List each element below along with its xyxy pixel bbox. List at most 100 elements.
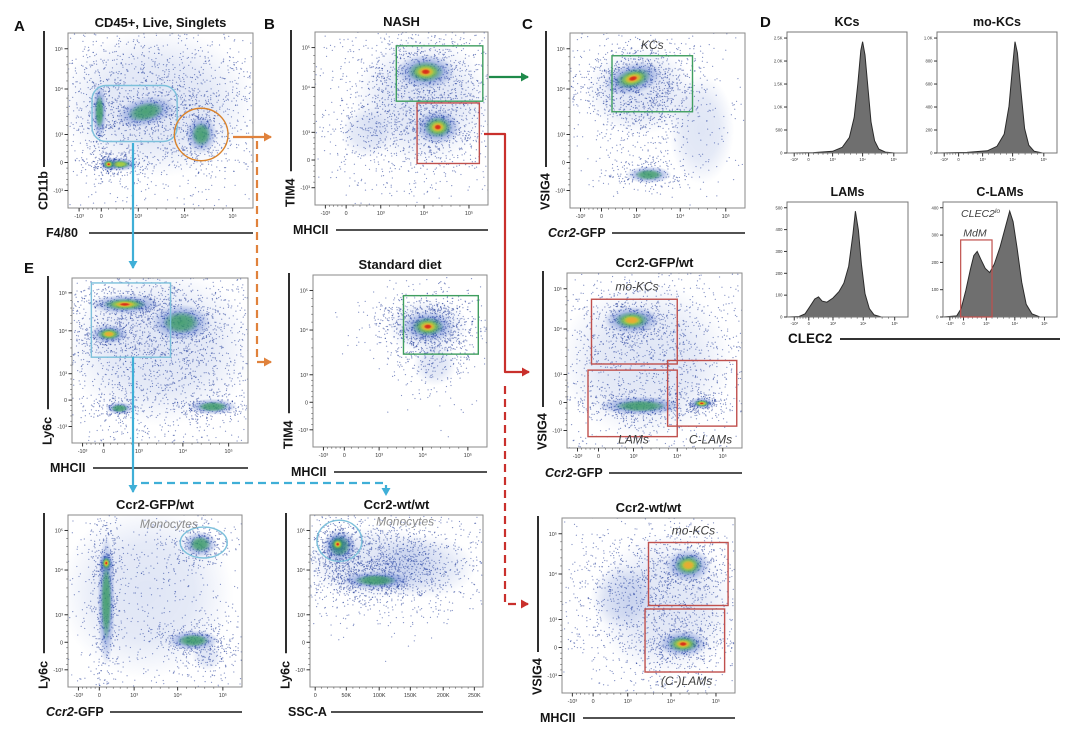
svg-text:10⁴: 10⁴ (673, 454, 682, 460)
svg-text:100: 100 (776, 293, 784, 298)
svg-text:100: 100 (932, 287, 940, 292)
svg-text:VSIG4: VSIG4 (535, 413, 549, 450)
svg-text:0: 0 (64, 398, 67, 404)
plot-I: Ccr2-wt/wt -10³ 0 10³ 10⁴ 10⁵ 10⁵ 10⁴ 10³ 0 -10³ VS… (522, 500, 744, 739)
svg-text:10³: 10³ (980, 157, 987, 162)
svg-text:-10³: -10³ (319, 453, 329, 459)
svg-text:10⁴: 10⁴ (859, 157, 866, 162)
svg-text:Ly6c: Ly6c (36, 661, 50, 689)
svg-text:-10³: -10³ (555, 189, 565, 195)
svg-text:10⁴: 10⁴ (667, 699, 676, 705)
svg-text:0: 0 (962, 321, 965, 326)
svg-text:Monocytes: Monocytes (376, 514, 434, 528)
plot-D3: LAMs -10³ 0 10³ 10⁴ 10⁵ 500 400 300 200 100 0 (763, 186, 914, 335)
density-canvas (32, 260, 257, 489)
svg-text:10³: 10³ (633, 214, 641, 220)
svg-text:10³: 10³ (134, 214, 142, 220)
svg-text:10⁴: 10⁴ (59, 329, 68, 335)
svg-text:mo-KCs: mo-KCs (615, 280, 658, 294)
svg-text:0: 0 (936, 315, 939, 320)
svg-text:0: 0 (302, 640, 305, 646)
svg-text:C-LAMs: C-LAMs (689, 433, 732, 447)
svg-text:Ly6c: Ly6c (278, 661, 292, 689)
panel-label-b: B (264, 16, 275, 33)
svg-text:-10³: -10³ (300, 186, 310, 192)
plot-svg: NASH-10³ 0 10³ 10⁴ 10⁵10⁵10⁴10³0-10³TIM4MHCI… (283, 14, 489, 237)
svg-text:10⁵: 10⁵ (59, 291, 67, 297)
plot-G: Ccr2-wt/wt 0 50K 100K 150K 200K 250K 10⁵ 10⁴ 10³ 0… (270, 497, 492, 733)
svg-text:-10³: -10³ (552, 429, 562, 435)
svg-text:Standard diet: Standard diet (358, 257, 442, 272)
svg-text:400: 400 (776, 227, 784, 232)
svg-text:10³: 10³ (983, 321, 990, 326)
svg-text:10³: 10³ (624, 699, 632, 705)
svg-text:10⁴: 10⁴ (676, 214, 685, 220)
svg-text:200: 200 (926, 128, 934, 133)
svg-text:10³: 10³ (557, 133, 565, 139)
svg-text:800: 800 (926, 59, 934, 64)
svg-text:10⁵: 10⁵ (302, 46, 310, 52)
svg-text:0: 0 (780, 151, 783, 156)
svg-text:(C-)LAMs: (C-)LAMs (661, 674, 712, 688)
svg-text:-10³: -10³ (940, 157, 948, 162)
plot-A: CD45+, Live, Singlets -10³ 0 10³ 10⁴ 10⁵ 10⁵ 10… (28, 15, 262, 254)
svg-text:KCs: KCs (834, 16, 859, 29)
svg-text:10⁵: 10⁵ (55, 47, 63, 53)
svg-text:10³: 10³ (55, 133, 63, 139)
svg-text:10³: 10³ (130, 693, 138, 699)
plot-Bstd: Standard diet -10³ 0 10³ 10⁴ 10⁵ 10⁵ 10⁴ 10³ 0 -10… (273, 257, 496, 493)
svg-text:1.0K: 1.0K (774, 105, 783, 110)
svg-text:NASH: NASH (383, 14, 420, 29)
svg-text:CD45+, Live, Singlets: CD45+, Live, Singlets (95, 15, 227, 30)
svg-text:-10³: -10³ (78, 449, 88, 455)
svg-text:-10³: -10³ (74, 693, 84, 699)
svg-text:10⁵: 10⁵ (554, 287, 562, 293)
panel-label-c: C (522, 16, 533, 33)
svg-text:0: 0 (808, 321, 811, 326)
svg-text:200: 200 (932, 260, 940, 265)
svg-text:0: 0 (554, 646, 557, 652)
svg-text:Ccr2-wt/wt: Ccr2-wt/wt (616, 500, 682, 515)
plot-svg: mo-KCs -10³ 0 10³ 10⁴ 10⁵ 1.0K 800 600 400 200 0 (924, 16, 1058, 162)
svg-text:250K: 250K (468, 693, 481, 699)
svg-text:10⁵: 10⁵ (229, 214, 237, 220)
plot-svg: -10³ 0 10³ 10⁴ 10⁵10⁵10⁴10³0-10³VSIG4Ccr2-GF… (538, 31, 746, 240)
svg-text:500: 500 (776, 205, 784, 210)
svg-text:10³: 10³ (375, 453, 383, 459)
svg-text:MHCII: MHCII (293, 223, 328, 237)
svg-text:-10³: -10³ (74, 214, 84, 220)
plot-D1: KCs -10³ 0 10³ 10⁴ 10⁵ 2.5K 2.0K 1.5K 1.0K 500 0 (763, 16, 913, 171)
svg-text:-10³: -10³ (790, 157, 798, 162)
svg-text:CLEC2lo: CLEC2lo (961, 208, 1000, 220)
svg-text:0: 0 (559, 401, 562, 407)
svg-text:0: 0 (345, 211, 348, 217)
plot-svg: CD45+, Live, Singlets -10³ 0 10³ 10⁴ 10⁵ 10⁵ 10… (36, 15, 254, 240)
svg-text:0: 0 (60, 640, 63, 646)
plot-svg: Ccr2-wt/wt 0 50K 100K 150K 200K 250K 10⁵ 10⁴ 10³ 0… (278, 497, 484, 719)
svg-text:SSC-A: SSC-A (288, 705, 327, 719)
plot-svg: Ccr2-GFP/wt-10³ 0 10³ 10⁴ 10⁵10⁵10⁴10³0-10³V… (535, 255, 743, 480)
svg-text:Ccr2-wt/wt: Ccr2-wt/wt (364, 497, 430, 512)
svg-text:10⁴: 10⁴ (554, 327, 563, 333)
svg-text:10⁵: 10⁵ (891, 321, 898, 326)
svg-text:10⁵: 10⁵ (719, 454, 727, 460)
plot-D2: mo-KCs -10³ 0 10³ 10⁴ 10⁵ 1.0K 800 600 400 200 0 (913, 16, 1063, 171)
svg-text:MHCII: MHCII (540, 711, 575, 725)
svg-text:10⁵: 10⁵ (464, 453, 472, 459)
clec2-shared-axis: CLEC2 (788, 331, 1060, 346)
svg-text:10⁴: 10⁴ (418, 453, 427, 459)
svg-text:0: 0 (98, 693, 101, 699)
svg-text:0: 0 (343, 453, 346, 459)
svg-text:10⁴: 10⁴ (300, 328, 309, 334)
svg-text:10³: 10³ (830, 321, 837, 326)
svg-text:10³: 10³ (302, 130, 310, 136)
svg-text:-10³: -10³ (53, 189, 63, 195)
svg-text:0: 0 (102, 449, 105, 455)
svg-text:0: 0 (600, 214, 603, 220)
svg-text:0: 0 (930, 151, 933, 156)
svg-text:0: 0 (807, 157, 810, 162)
plot-E: -10³ 0 10³ 10⁴ 10⁵ 10⁵ 10⁴ 10³ 0 -10³ Ly6c MHCII (32, 260, 257, 489)
svg-text:10³: 10³ (59, 372, 67, 378)
svg-text:100K: 100K (373, 693, 386, 699)
